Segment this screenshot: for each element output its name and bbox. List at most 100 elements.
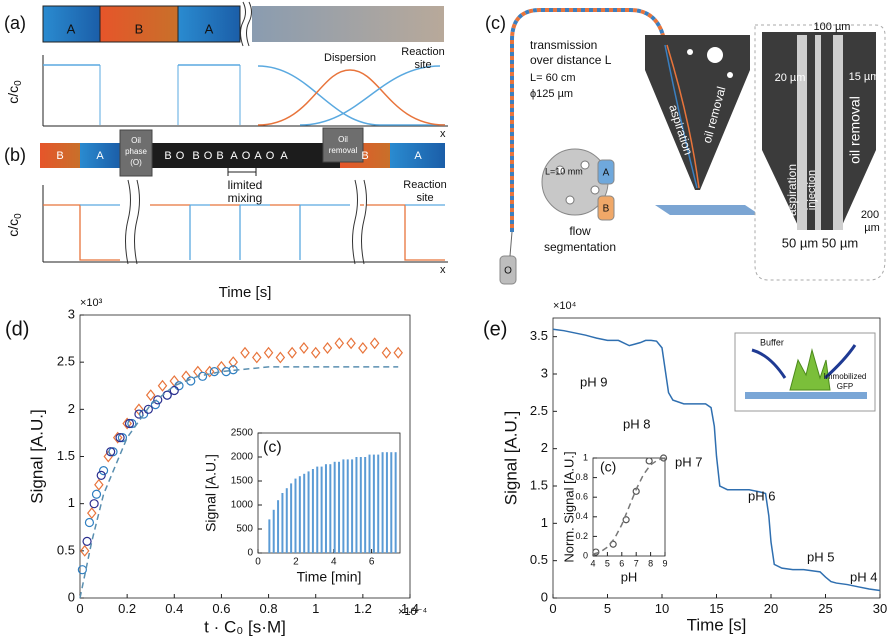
bar bbox=[364, 457, 367, 553]
bar bbox=[351, 459, 354, 553]
plot-frame bbox=[257, 432, 401, 554]
panel-b: (b) Oil phase (O) Oil removal Reaction s… bbox=[4, 127, 448, 301]
bar bbox=[316, 466, 319, 553]
annotation: L=10 mm bbox=[545, 166, 583, 176]
panel-label: (d) bbox=[5, 318, 29, 340]
x-tick-label: 4 bbox=[590, 558, 595, 568]
point bbox=[108, 447, 118, 457]
channel bbox=[664, 44, 698, 189]
x-axis-label: Time [s] bbox=[687, 615, 747, 634]
break-mark bbox=[240, 1, 252, 47]
point bbox=[112, 431, 123, 444]
point bbox=[162, 390, 172, 400]
y-tick-label: 0 bbox=[247, 548, 253, 559]
point bbox=[134, 403, 144, 416]
annotation: pH 5 bbox=[807, 549, 834, 564]
point bbox=[169, 385, 179, 396]
point bbox=[216, 360, 227, 373]
point bbox=[79, 544, 90, 557]
y-tick-label: 0.8 bbox=[575, 472, 588, 482]
well bbox=[565, 195, 575, 205]
annotation: µm bbox=[864, 222, 880, 234]
arrow bbox=[823, 344, 857, 380]
panel-a: (a) A B A c/c0 x Dispersion Reaction sit… bbox=[4, 1, 448, 140]
point bbox=[263, 346, 274, 359]
annotation: pH 9 bbox=[580, 374, 607, 389]
segment bbox=[42, 5, 101, 43]
point bbox=[122, 417, 132, 430]
profile bbox=[43, 204, 445, 261]
x-tick-label: 0 bbox=[549, 601, 556, 616]
x-tick-label: 5 bbox=[604, 601, 611, 616]
panel-label: (c) bbox=[485, 13, 506, 33]
point bbox=[334, 337, 345, 350]
panel-c: (c) transmission over distance L L= 60 c… bbox=[485, 8, 886, 285]
bar bbox=[298, 476, 301, 553]
y-tick-label: 2 bbox=[541, 440, 548, 455]
point bbox=[193, 365, 203, 378]
y-axis-label: Signal [A.U.] bbox=[27, 409, 46, 504]
annotation: phase bbox=[125, 147, 147, 156]
arrow bbox=[751, 348, 787, 379]
oil-box bbox=[322, 127, 364, 163]
break-mark bbox=[125, 179, 367, 265]
bar bbox=[390, 452, 393, 553]
y-tick-label: 2000 bbox=[231, 452, 254, 463]
y-tick-label: 1 bbox=[541, 515, 548, 530]
y-tick-label: 0.4 bbox=[575, 511, 588, 521]
point bbox=[659, 454, 668, 462]
dispersed-segment bbox=[252, 6, 444, 42]
point bbox=[299, 342, 309, 354]
reservoir bbox=[597, 195, 615, 221]
segment-label: A bbox=[414, 150, 422, 162]
segment-label: B bbox=[135, 21, 144, 36]
bar bbox=[290, 483, 293, 553]
axis-label: x bbox=[440, 264, 446, 276]
point bbox=[139, 409, 149, 419]
chart: 4 5 6 7 8 9 0 0.2 0.4 0.6 0.8 1 (c) Norm. Signal [A.U… bbox=[561, 451, 667, 584]
line bbox=[552, 328, 881, 592]
annotation: site bbox=[414, 59, 431, 71]
chart: 0 2 4 6 0 500 1000 1500 2000 2500 (c) Signal [A.U.]… bbox=[203, 428, 401, 585]
point bbox=[228, 356, 238, 369]
port bbox=[687, 49, 693, 55]
bar bbox=[368, 454, 371, 553]
y-tick-label: 0 bbox=[583, 550, 588, 560]
profile bbox=[99, 65, 241, 125]
segment bbox=[40, 143, 80, 168]
profile bbox=[299, 65, 441, 126]
bar bbox=[372, 454, 375, 553]
bar bbox=[359, 457, 362, 553]
reservoir bbox=[597, 159, 615, 185]
annotation: GFP bbox=[837, 382, 853, 391]
chart: 0 0.2 0.4 0.6 0.8 1 1.2 1.4 0 0.5 1 1.5 2 2.5 3 (d) Sign… bbox=[5, 297, 427, 637]
well bbox=[590, 185, 600, 195]
point bbox=[84, 517, 95, 528]
tubing bbox=[509, 231, 513, 257]
reservoir bbox=[499, 255, 517, 285]
bar bbox=[285, 488, 288, 553]
bar bbox=[346, 459, 349, 553]
annotation: Dispersion bbox=[324, 52, 376, 64]
x-multiplier: ×10⁻⁴ bbox=[398, 606, 427, 618]
point bbox=[157, 379, 168, 392]
profile bbox=[257, 65, 445, 126]
segment-label: A bbox=[230, 150, 238, 162]
point bbox=[153, 395, 163, 405]
annotation: limited bbox=[228, 178, 263, 192]
segment-label: B bbox=[164, 150, 171, 162]
y-tick-label: 1500 bbox=[231, 476, 254, 487]
annotation: ϕ125 µm bbox=[530, 88, 573, 100]
y-axis-label: Signal [A.U.] bbox=[501, 411, 520, 506]
x-tick-label: 0.8 bbox=[260, 601, 278, 616]
segment-label: O bbox=[204, 150, 213, 162]
segment-label: B bbox=[192, 150, 199, 162]
probe bbox=[645, 35, 750, 190]
axis-label: c/c0 bbox=[5, 213, 24, 237]
reservoir-label: O bbox=[504, 266, 512, 277]
bar bbox=[381, 452, 384, 553]
bar bbox=[277, 500, 280, 553]
annotation: Reaction bbox=[401, 46, 444, 58]
point bbox=[369, 337, 380, 350]
bar bbox=[333, 461, 336, 553]
